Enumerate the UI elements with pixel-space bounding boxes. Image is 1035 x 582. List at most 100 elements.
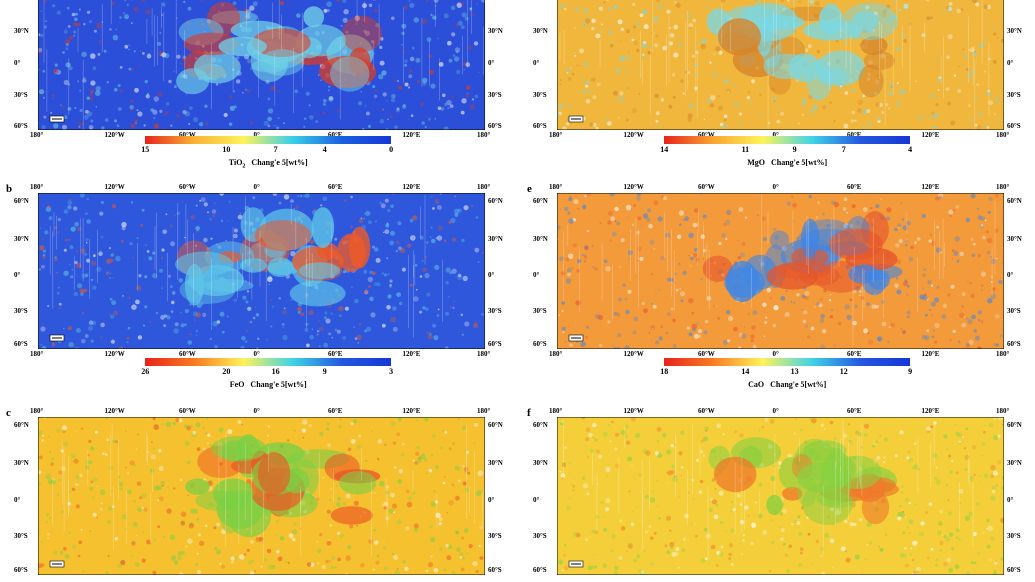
map-speckle: [242, 295, 247, 300]
map-speckle: [474, 422, 479, 427]
map-speckle: [150, 468, 155, 473]
map-speckle: [879, 547, 884, 552]
map-speckle: [438, 62, 444, 67]
map-speckle: [737, 121, 742, 126]
map-speckle: [438, 522, 442, 526]
lat-label-right: 0°: [1007, 59, 1014, 68]
map-speckle: [221, 330, 225, 334]
map-speckle: [137, 335, 143, 340]
map-speckle: [108, 247, 111, 250]
map-speckle: [567, 268, 572, 273]
map-speckle: [771, 519, 773, 521]
lat-label-right: 60°S: [488, 340, 502, 349]
map-speckle: [299, 528, 302, 530]
map-speckle: [738, 332, 744, 338]
map-speckle: [829, 538, 835, 544]
map-speckle: [952, 329, 956, 333]
map-speckle: [433, 0, 439, 3]
map-speckle: [651, 113, 653, 116]
map-speckle: [857, 432, 863, 437]
map-speckle: [859, 290, 862, 293]
map-speckle: [395, 249, 398, 253]
map-speckle: [446, 512, 448, 514]
map-speckle: [350, 438, 356, 444]
map-speckle: [459, 552, 464, 557]
map-speckle: [688, 70, 690, 73]
map-speckle: [963, 316, 966, 318]
map-speckle: [643, 308, 648, 314]
map-speckle: [67, 200, 73, 206]
map-speckle: [42, 96, 45, 99]
map-speckle: [650, 32, 653, 34]
map-speckle: [569, 121, 573, 125]
map-speckle: [89, 530, 91, 533]
map-speckle: [680, 430, 685, 435]
map-speckle: [984, 124, 986, 127]
map-speckle: [561, 462, 566, 467]
map-speckle: [996, 36, 999, 39]
lon-label-top: 120°W: [104, 407, 125, 415]
map-speckle: [402, 104, 406, 107]
map-speckle: [695, 257, 700, 262]
map-speckle: [311, 328, 314, 330]
map-speckle: [133, 499, 136, 503]
map-speckle: [770, 475, 776, 481]
map-speckle: [650, 273, 654, 276]
map-speckle: [946, 101, 952, 106]
map-speckle: [689, 26, 692, 30]
map-speckle: [389, 283, 392, 287]
map-speckle: [110, 314, 115, 319]
map-speckle: [557, 225, 561, 230]
map-speckle: [89, 97, 93, 101]
map-speckle: [678, 495, 681, 498]
map-speckle: [947, 6, 953, 12]
map-speckle: [84, 252, 88, 256]
map-speckle: [822, 329, 827, 334]
map-speckle: [85, 241, 88, 244]
map-speckle: [585, 538, 588, 542]
map-speckle: [821, 571, 825, 575]
map-speckle: [976, 0, 979, 1]
map-speckle: [977, 254, 981, 258]
map-speckle: [52, 4, 56, 8]
map-speckle: [214, 202, 216, 205]
panel-letter: f: [527, 407, 531, 419]
map-speckle: [329, 524, 332, 527]
map-speckle: [649, 45, 651, 48]
map-speckle: [880, 198, 882, 200]
map-speckle: [935, 466, 938, 469]
map-speckle: [427, 562, 434, 568]
map-speckle: [73, 22, 78, 27]
map-speckle: [86, 197, 90, 201]
map-speckle: [111, 505, 115, 509]
colorbar-tick: 26: [141, 367, 150, 376]
map-speckle: [365, 210, 371, 217]
map-speckle: [152, 417, 156, 421]
map-speckle: [801, 98, 807, 104]
map-speckle: [583, 259, 587, 263]
map-speckle: [979, 480, 981, 482]
map-speckle: [365, 111, 370, 116]
map-speckle: [473, 441, 476, 445]
map-speckle: [901, 510, 905, 514]
map-speckle: [114, 537, 118, 541]
map-speckle: [62, 51, 65, 54]
map-speckle: [328, 85, 331, 88]
map-speckle: [878, 546, 880, 548]
lunar-map-c: [38, 417, 485, 575]
mare-region: [867, 269, 891, 290]
map-speckle: [336, 484, 339, 487]
map-speckle: [906, 526, 909, 529]
map-speckle: [454, 47, 461, 53]
lon-label-top: 60°E: [328, 183, 343, 191]
lat-label-left: 60°S: [533, 340, 547, 349]
map-speckle: [373, 247, 379, 252]
map-speckle: [436, 205, 442, 210]
map-speckle: [911, 0, 915, 1]
map-speckle: [448, 220, 452, 224]
map-speckle: [622, 283, 626, 287]
map-speckle: [572, 489, 575, 492]
map-speckle: [363, 29, 367, 34]
map-speckle: [653, 32, 656, 34]
map-speckle: [376, 282, 381, 287]
